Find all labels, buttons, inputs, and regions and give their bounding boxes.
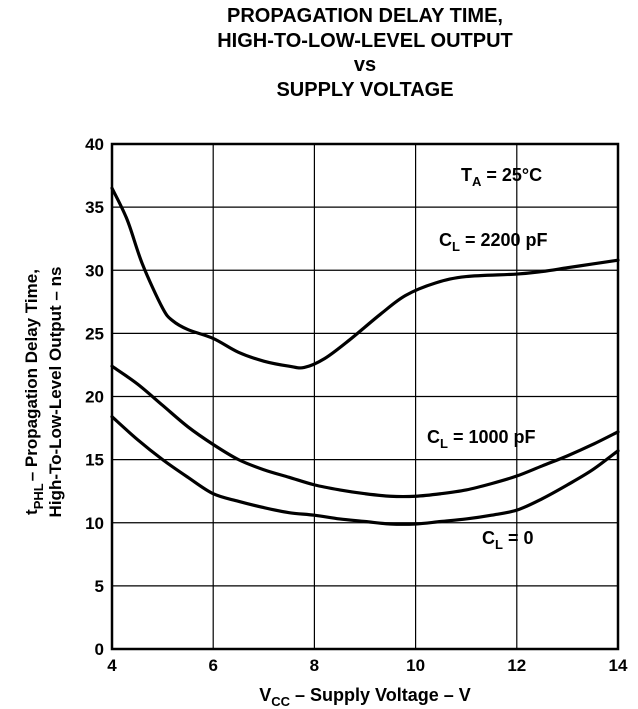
series-line-0pf [110, 415, 620, 526]
plot-frame [110, 142, 620, 651]
grid [112, 144, 618, 649]
x-tick-label: 6 [208, 656, 217, 675]
y-tick-label: 30 [85, 261, 104, 280]
title-line-4: SUPPLY VOLTAGE [276, 78, 454, 101]
series-line-1000pf [110, 364, 620, 499]
x-tick-label: 12 [507, 656, 526, 675]
series-label-0pf: CL = 0 [482, 528, 533, 552]
x-tick-label: 10 [406, 656, 425, 675]
y-axis-label: tPHL– Propagation Delay Time, High-To-Lo… [22, 267, 65, 518]
y-axis-label-line-2: High-To-Low-Level Output – ns [46, 267, 65, 518]
x-tick-label: 8 [310, 656, 319, 675]
title-line-1: PROPAGATION DELAY TIME, [227, 5, 503, 27]
y-tick-label: 25 [85, 324, 104, 343]
y-axis-label-line-1: tPHL– Propagation Delay Time, [22, 269, 46, 515]
title-line-3: vs [353, 54, 377, 76]
series-line-2200pf [110, 186, 620, 370]
y-tick-label: 15 [85, 451, 104, 470]
title-line-2: HIGH-TO-LOW-LEVEL OUTPUT [217, 29, 513, 52]
condition-label: TA = 25°C [461, 165, 542, 189]
x-tick-label: 14 [609, 656, 628, 675]
axes: 0 5 10 15 20 25 30 35 40 4 6 8 10 12 14 [85, 135, 628, 675]
series-label-2200pf: CL = 2200 pF [439, 230, 548, 254]
series-lines [110, 186, 620, 526]
y-tick-label: 5 [95, 577, 104, 596]
y-tick-label: 10 [85, 514, 104, 533]
series-label-1000pf: CL = 1000 pF [427, 427, 536, 451]
x-tick-label: 4 [107, 656, 117, 675]
chart-title: PROPAGATION DELAY TIME, HIGH-TO-LOW-LEVE… [112, 4, 618, 102]
x-axis-label: VCC – Supply Voltage – V [259, 685, 471, 709]
y-tick-label: 35 [85, 198, 104, 217]
y-tick-label: 40 [85, 135, 104, 154]
y-tick-label: 20 [85, 388, 104, 407]
y-tick-label: 0 [95, 640, 104, 659]
